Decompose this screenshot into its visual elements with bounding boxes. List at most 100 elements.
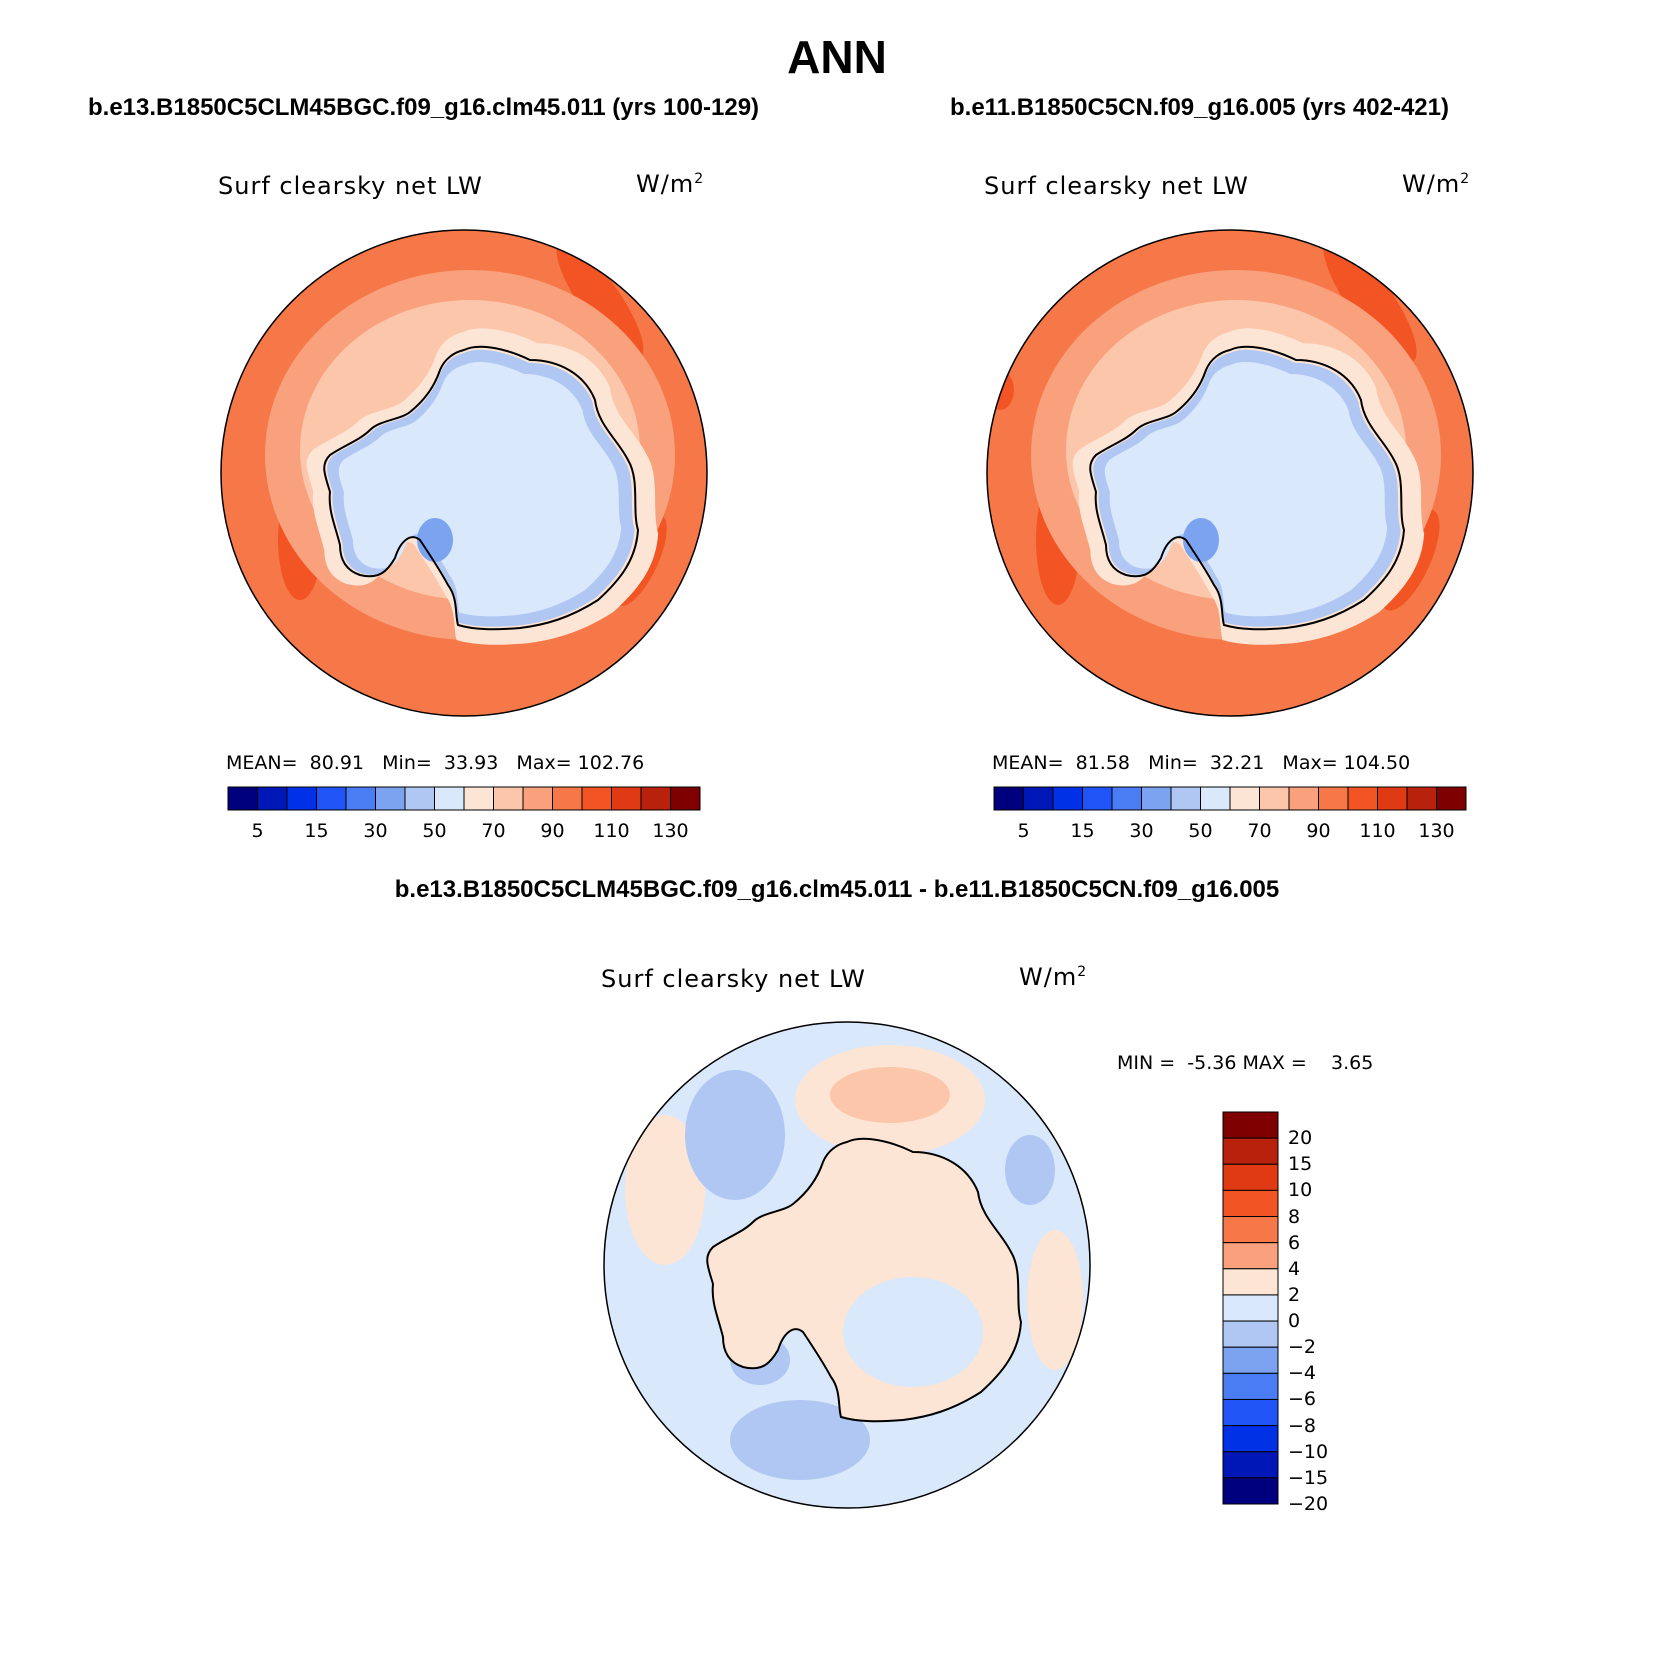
polar-map-right [987,230,1473,716]
difference-title: b.e13.B1850C5CLM45BGC.f09_g16.clm45.011 … [394,876,1280,903]
colorbar-swatch [227,786,258,811]
colorbar-tick-label: 4 [1288,1257,1301,1280]
colorbar-swatch [1023,786,1054,811]
colorbar-swatch [1052,786,1083,811]
units-label-diff: W/m2 [1019,963,1088,991]
colorbar-swatch [1222,1372,1279,1400]
colorbar-diff [1222,1111,1279,1505]
colorbar-swatch [670,786,701,811]
colorbar-swatch [1222,1268,1279,1296]
colorbar-swatch [316,786,347,811]
colorbar-tick-label: 10 [1288,1179,1313,1202]
colorbar-swatch [1222,1425,1279,1453]
colorbar-tick-label: 110 [1359,820,1396,842]
variable-label-left: Surf clearsky net LW [218,172,483,200]
colorbar-swatch [1082,786,1113,811]
colorbar-swatch [1222,1216,1279,1244]
colorbar-tick-label: 30 [1129,820,1154,842]
colorbar-swatch [463,786,494,811]
stats-right: MEAN= 81.58 Min= 32.21 Max= 104.50 [992,752,1411,774]
colorbar-tick-label: 20 [1288,1127,1313,1150]
colorbar-swatch [1222,1477,1279,1505]
colorbar-tick-label: 6 [1288,1231,1301,1254]
colorbar-swatch [1222,1242,1279,1270]
colorbar-tick-label: 15 [1070,820,1095,842]
colorbar-swatch [522,786,553,811]
colorbar-swatch [1222,1346,1279,1374]
map-border-left [220,229,708,717]
stats-diff: MIN = -5.36 MAX = 3.65 [1117,1052,1374,1074]
colorbar-tick-label: 90 [1306,820,1331,842]
colorbar-tick-label: 130 [1418,820,1455,842]
colorbar-left [227,786,701,811]
colorbar-swatch [1259,786,1290,811]
case-title-right: b.e11.B1850C5CN.f09_g16.005 (yrs 402-421… [950,94,1449,121]
variable-label-right: Surf clearsky net LW [984,172,1249,200]
colorbar-swatch [434,786,465,811]
colorbar-tick-label: −6 [1288,1388,1317,1411]
colorbar-tick-label: 130 [652,820,689,842]
colorbar-swatch [1200,786,1231,811]
colorbar-swatch [611,786,642,811]
colorbar-tick-label: −2 [1288,1336,1317,1359]
colorbar-swatch [1229,786,1260,811]
colorbar-tick-label: 50 [422,820,447,842]
colorbar-swatch [1222,1294,1279,1322]
colorbar-tick-label: 110 [593,820,630,842]
colorbar-swatch [1347,786,1378,811]
colorbar-swatch [640,786,671,811]
colorbar-tick-label: −8 [1288,1414,1317,1437]
colorbar-swatch [1377,786,1408,811]
colorbar-tick-label: 15 [1288,1153,1313,1176]
colorbar-swatch [1222,1398,1279,1427]
colorbar-tick-label: 8 [1288,1205,1301,1228]
colorbar-tick-label: −15 [1288,1466,1329,1489]
colorbar-swatch [1111,786,1142,811]
colorbar-tick-label: 70 [1247,820,1272,842]
colorbar-tick-label: 50 [1188,820,1213,842]
colorbar-swatch [1222,1189,1279,1218]
colorbar-swatch [1318,786,1349,811]
colorbar-swatch [493,786,524,811]
map-border-right [986,229,1474,717]
colorbar-swatch [404,786,435,811]
polar-map-diff [604,1022,1090,1508]
colorbar-swatch [345,786,376,811]
colorbar-swatch [552,786,583,811]
colorbar-swatch [581,786,612,811]
map-border-diff [603,1021,1091,1509]
colorbar-swatch [1222,1163,1279,1191]
colorbar-swatch [375,786,406,811]
colorbar-tick-label: 70 [481,820,506,842]
stats-left: MEAN= 80.91 Min= 33.93 Max= 102.76 [226,752,645,774]
colorbar-tick-label: 30 [363,820,388,842]
colorbar-swatch [993,786,1024,811]
colorbar-tick-label: 90 [540,820,565,842]
colorbar-swatch [1406,786,1437,811]
colorbar-swatch [1222,1111,1279,1139]
colorbar-swatch [1222,1451,1279,1479]
polar-map-left [221,230,707,716]
colorbar-swatch [1436,786,1467,811]
colorbar-tick-label: 2 [1288,1283,1301,1306]
colorbar-tick-label: −10 [1288,1440,1329,1463]
colorbar-tick-label: −4 [1288,1362,1317,1385]
case-title-left: b.e13.B1850C5CLM45BGC.f09_g16.clm45.011 … [88,94,760,121]
colorbar-tick-label: 0 [1288,1310,1301,1333]
colorbar-swatch [1222,1137,1279,1165]
colorbar-tick-label: 15 [304,820,329,842]
colorbar-tick-label: 5 [251,820,264,842]
colorbar-swatch [257,786,288,811]
colorbar-swatch [1170,786,1201,811]
units-label-left: W/m2 [636,170,705,198]
colorbar-tick-label: 5 [1017,820,1030,842]
colorbar-swatch [1288,786,1319,811]
colorbar-swatch [1141,786,1172,811]
variable-label-diff: Surf clearsky net LW [601,965,866,993]
colorbar-swatch [1222,1320,1279,1348]
colorbar-tick-label: −20 [1288,1493,1329,1515]
main-title: ANN [787,31,887,83]
colorbar-right [993,786,1467,811]
units-label-right: W/m2 [1402,170,1471,198]
